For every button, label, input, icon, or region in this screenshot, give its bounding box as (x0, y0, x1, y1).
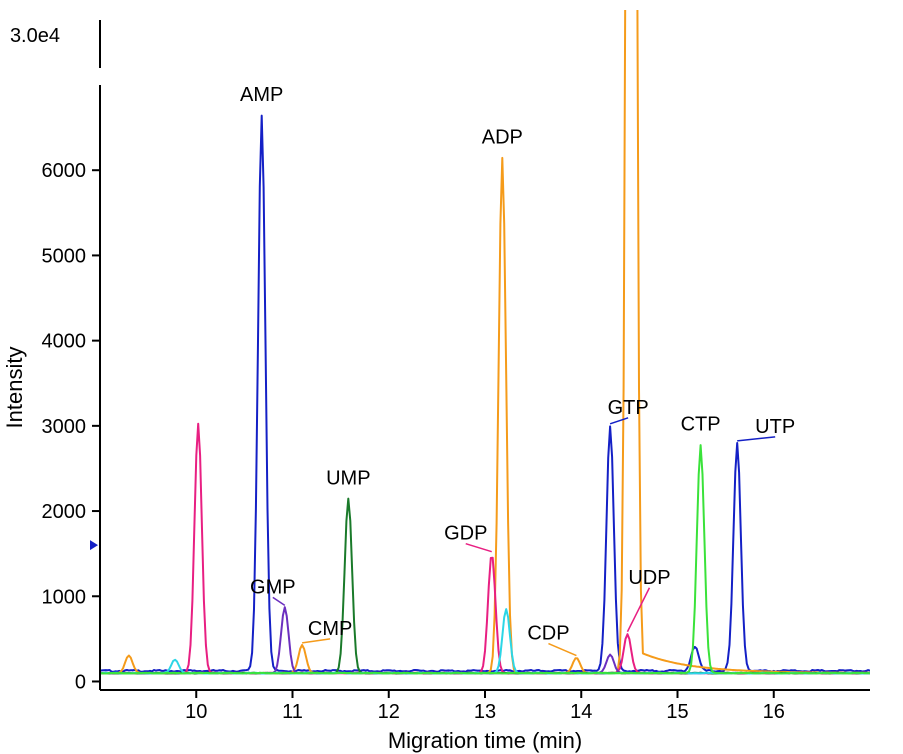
peak-label-ctp: CTP (681, 414, 721, 436)
y-tick-label: 5000 (42, 245, 87, 267)
y-tick-label: 1000 (42, 586, 87, 608)
x-tick-label: 12 (378, 701, 400, 723)
peak-label-udp: UDP (628, 567, 670, 589)
y-axis-label: Intensity (2, 347, 27, 429)
axis-marker-icon (90, 540, 98, 550)
peak-label-gmp: GMP (250, 576, 296, 598)
y-tick-label: 2000 (42, 501, 87, 523)
x-axis-label: Migration time (min) (388, 728, 582, 753)
x-tick-label: 15 (666, 701, 688, 723)
overflow-scale-label: 3.0e4 (10, 25, 60, 47)
peak-label-amp: AMP (240, 84, 283, 106)
x-tick-label: 13 (474, 701, 496, 723)
y-tick-label: 0 (75, 671, 86, 693)
chromatogram-chart: 3.0e4 10 11 12 13 14 15 16 0 1000 2000 3000 4000 5000… (0, 0, 903, 754)
peak-label-utp: UTP (755, 416, 795, 438)
series-magenta (100, 424, 870, 674)
series-orange (100, 0, 870, 674)
y-tick-label: 6000 (42, 160, 87, 182)
peak-label-cmp: CMP (308, 618, 352, 640)
peak-label-cdp: CDP (527, 623, 569, 645)
y-tick-label: 4000 (42, 331, 87, 353)
peak-label-gtp: GTP (608, 397, 649, 419)
peak-label-gdp: GDP (444, 523, 487, 545)
x-tick-label: 11 (282, 701, 303, 723)
peak-label-ump: UMP (326, 467, 370, 489)
x-tick-label: 14 (570, 701, 592, 723)
x-tick-label: 10 (185, 701, 207, 723)
x-tick-label: 16 (763, 701, 785, 723)
y-tick-label: 3000 (42, 416, 87, 438)
series-baseline-blue (100, 116, 870, 672)
peak-label-adp: ADP (482, 126, 523, 148)
